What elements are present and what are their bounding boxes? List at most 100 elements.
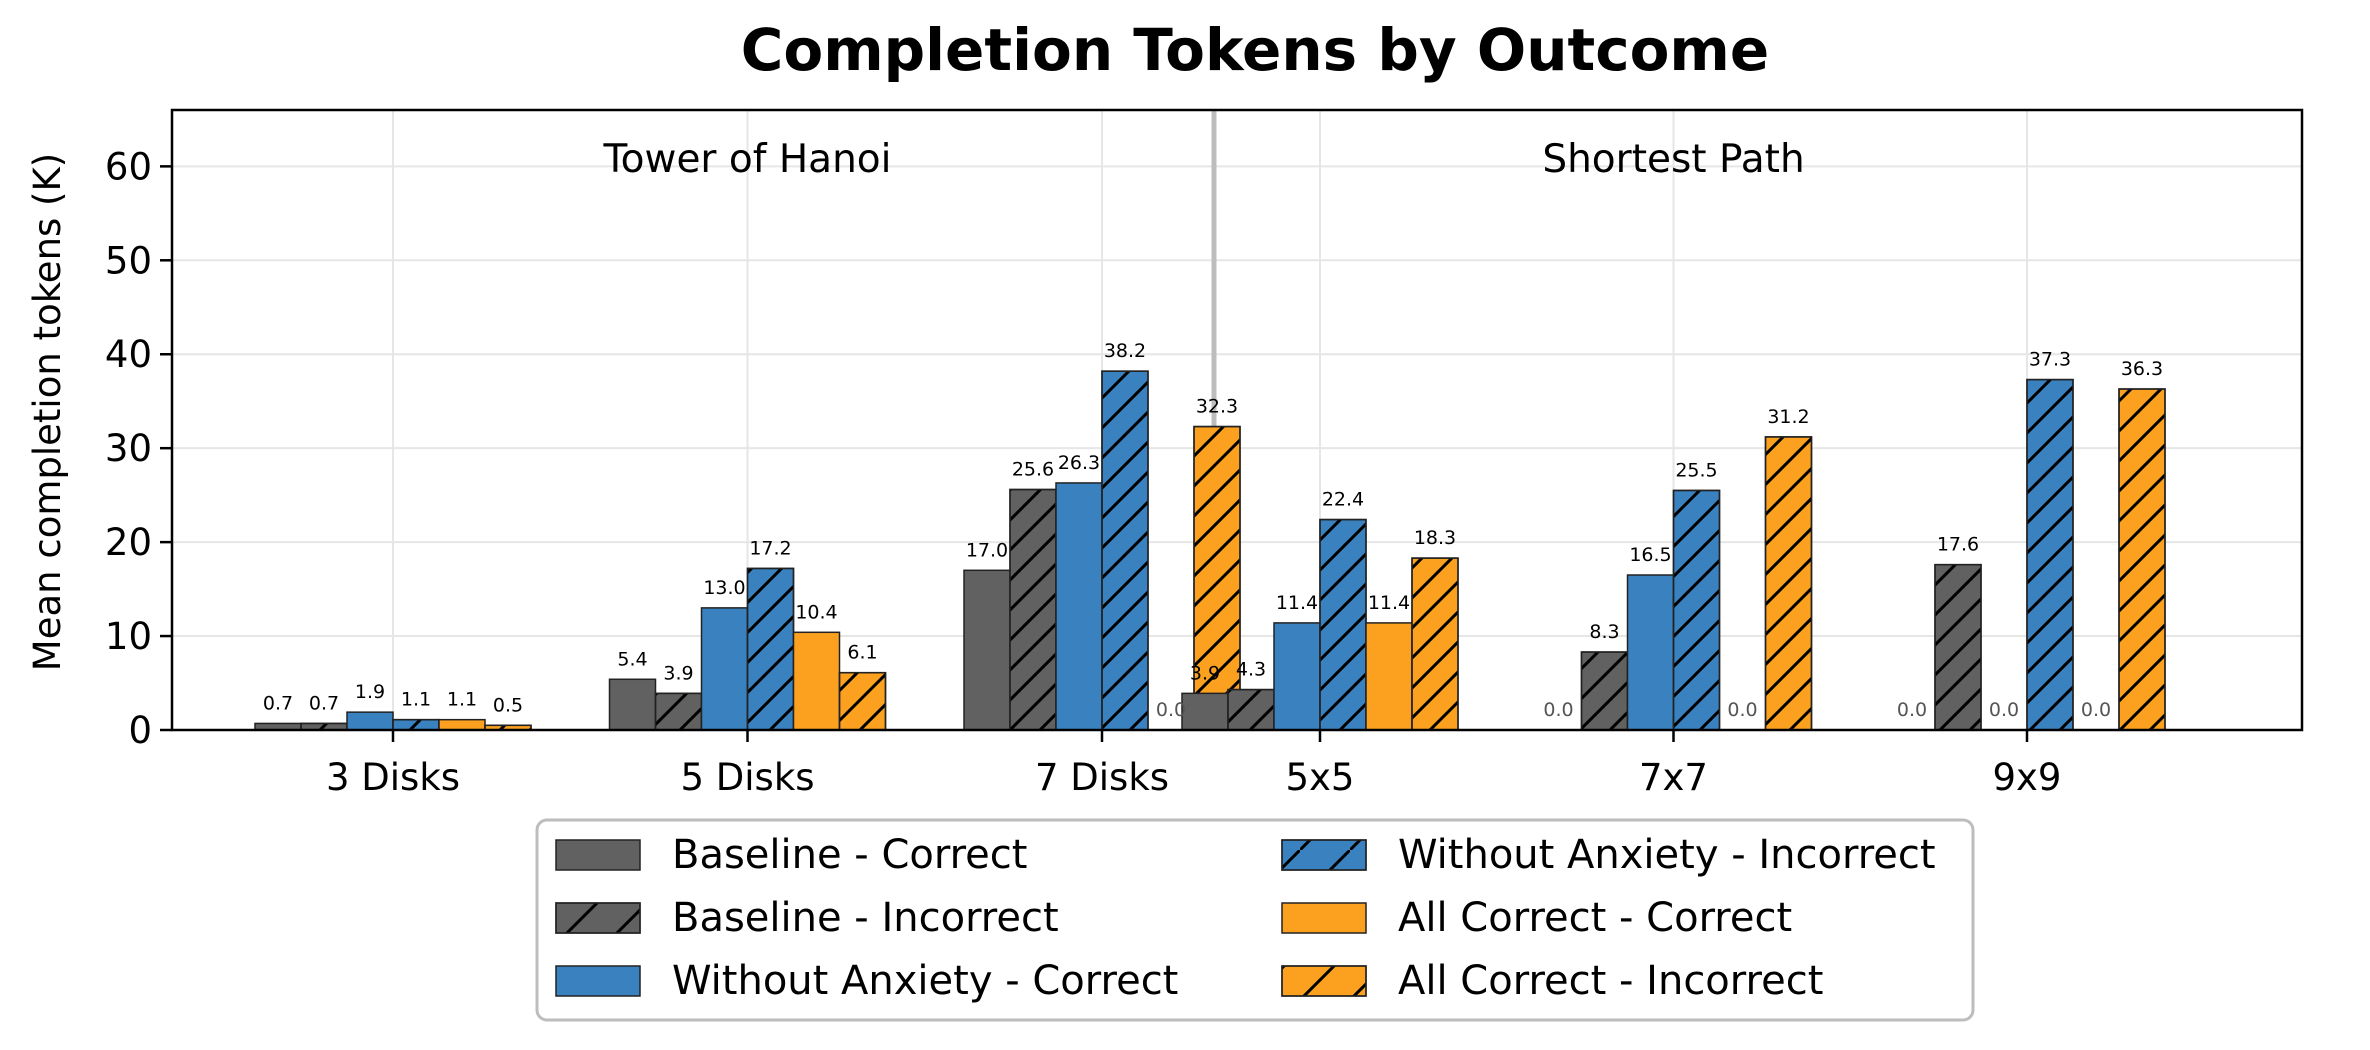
legend-label: Baseline - Incorrect: [672, 895, 1059, 941]
legend: Baseline - Correct Without Anxiety - Inco…: [535, 818, 1975, 1022]
bar-value-label: 11.4: [1368, 592, 1410, 614]
bar-value-label: 18.3: [1414, 527, 1456, 549]
bar-hatch: [1193, 425, 1241, 731]
legend-swatch: [555, 839, 641, 871]
plot-frame: [170, 108, 2304, 732]
bar-value-label: 31.2: [1767, 406, 1809, 428]
legend-item: Baseline - Incorrect: [555, 895, 1059, 941]
bar-value-label: 1.9: [355, 681, 385, 703]
bar-value-label: 36.3: [2121, 358, 2163, 380]
y-tick-label: 40: [105, 333, 152, 376]
bar-value-label: 0.7: [263, 692, 293, 714]
bar-value-label: 0.0: [1897, 699, 1927, 721]
bar-value-label: 25.6: [1012, 459, 1054, 481]
bar-value-label: 8.3: [1589, 621, 1619, 643]
bar-hatch: [1934, 563, 1982, 731]
chart-title: Completion Tokens by Outcome: [741, 16, 1769, 84]
bar: [792, 631, 841, 731]
bar: [700, 607, 749, 731]
x-tick-label: 5x5: [1286, 756, 1355, 799]
bar-hatch: [838, 671, 887, 731]
bar: [1365, 622, 1413, 731]
y-axis-label: Mean completion tokens (K): [26, 153, 69, 671]
bar-value-label: 6.1: [847, 642, 877, 664]
bar-hatch: [392, 718, 440, 731]
bar-value-label: 0.7: [309, 692, 339, 714]
legend-swatch-hatch: [1281, 965, 1367, 997]
bar-value-label: 1.1: [401, 689, 431, 711]
x-tick-label: 7 Disks: [1035, 756, 1169, 799]
x-tick-label: 7x7: [1639, 756, 1708, 799]
bar-value-label: 16.5: [1629, 544, 1671, 566]
legend-label: Without Anxiety - Correct: [672, 958, 1178, 1004]
bar: [1273, 622, 1321, 731]
bar-hatch: [1009, 488, 1057, 731]
legend-swatch: [1281, 902, 1367, 934]
bar: [1055, 482, 1103, 731]
bar-value-label: 17.6: [1937, 534, 1979, 556]
bar-value-label: 11.4: [1276, 592, 1318, 614]
y-tick-label: 20: [105, 521, 152, 564]
bar-value-label: 22.4: [1322, 489, 1364, 511]
bar: [346, 711, 394, 731]
bar: [963, 569, 1011, 731]
panel-labels: Tower of Hanoi Shortest Path: [602, 137, 1804, 182]
bar-value-label: 26.3: [1058, 452, 1100, 474]
x-tick-label: 3 Disks: [326, 756, 460, 799]
bar-value-label: 10.4: [795, 601, 837, 623]
bar-value-label: 17.2: [749, 537, 791, 559]
bar-value-label: 4.3: [1236, 659, 1266, 681]
legend-item: All Correct - Incorrect: [1281, 958, 1823, 1004]
bar-value-label: 0.0: [1156, 699, 1186, 721]
bar-value-label: 32.3: [1196, 396, 1238, 418]
bar-value-label: 38.2: [1104, 340, 1146, 362]
legend-swatch: [555, 965, 641, 997]
bar-hatch: [1227, 688, 1275, 731]
bar-value-label: 13.0: [703, 577, 745, 599]
bar: [1181, 692, 1229, 731]
y-tick-label: 50: [105, 239, 152, 282]
bar-hatch: [1580, 651, 1629, 731]
x-tick-label: 5 Disks: [680, 756, 814, 799]
bar-hatch: [2118, 388, 2166, 731]
bars: [254, 370, 2166, 731]
bar-value-label: 5.4: [617, 648, 647, 670]
y-tick-label: 10: [105, 615, 152, 658]
y-tick-label: 30: [105, 427, 152, 470]
bar-value-label: 3.9: [1190, 662, 1220, 684]
y-tick-label: 0: [128, 709, 152, 752]
bar: [1626, 574, 1675, 731]
legend-item: Without Anxiety - Correct: [555, 958, 1178, 1004]
bar-value-label: 0.0: [1543, 699, 1573, 721]
bar-value-label: 3.9: [663, 662, 693, 684]
legend-swatch-hatch: [555, 902, 641, 934]
legend-label: All Correct - Correct: [1398, 895, 1792, 941]
bar: [438, 718, 486, 731]
legend-item: Baseline - Correct: [555, 832, 1027, 878]
bar-hatch: [746, 567, 795, 731]
bar-value-label: 0.0: [2081, 699, 2111, 721]
x-tick-label: 9x9: [1993, 756, 2062, 799]
bar-value-label: 25.5: [1675, 459, 1717, 481]
legend-box: [535, 818, 1975, 1022]
axes: 0 10 20 30 40 50 60 3 Disks 5 Disks 7 Disks 5x5 7x7…: [105, 108, 2304, 799]
bar-value-label: 17.0: [966, 539, 1008, 561]
legend-swatch-hatch: [1281, 839, 1367, 871]
panel-label: Tower of Hanoi: [602, 137, 891, 182]
bar-hatch: [1101, 370, 1149, 731]
bar-hatch: [1764, 436, 1813, 731]
bar-hatch: [1411, 557, 1459, 731]
bar: [608, 678, 657, 731]
bar-value-label: 0.0: [1989, 699, 2019, 721]
legend-item: Without Anxiety - Incorrect: [1281, 832, 1936, 878]
legend-label: All Correct - Incorrect: [1398, 958, 1823, 1004]
bar-hatch: [654, 692, 703, 731]
legend-label: Baseline - Correct: [672, 832, 1027, 878]
bar-value-label: 0.0: [1727, 699, 1757, 721]
bar-value-label: 37.3: [2029, 349, 2071, 371]
y-tick-label: 60: [105, 145, 152, 188]
bar-value-label: 0.5: [493, 694, 523, 716]
bar-labels: 0.7 0.7 1.9 1.1 1.1 0.5 5.4 3.9 13.017.2 10.4 6.1 1…: [263, 340, 2163, 721]
panel-label: Shortest Path: [1542, 137, 1804, 182]
legend-item: All Correct - Correct: [1281, 895, 1792, 941]
